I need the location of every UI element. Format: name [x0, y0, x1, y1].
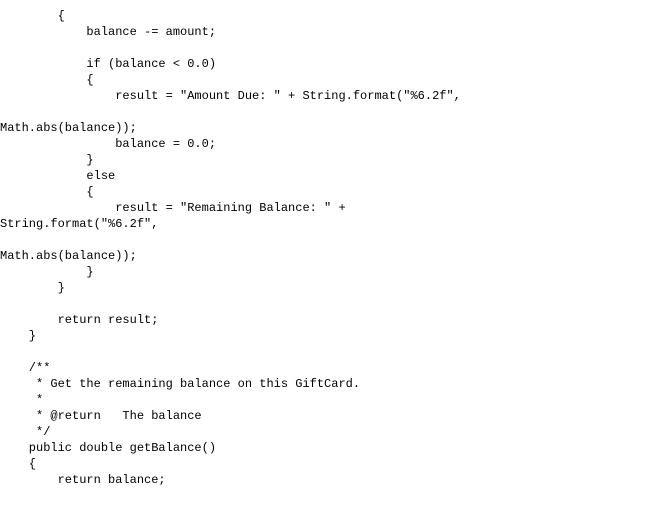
code-snippet: { balance -= amount; if (balance < 0.0) …: [0, 0, 648, 488]
